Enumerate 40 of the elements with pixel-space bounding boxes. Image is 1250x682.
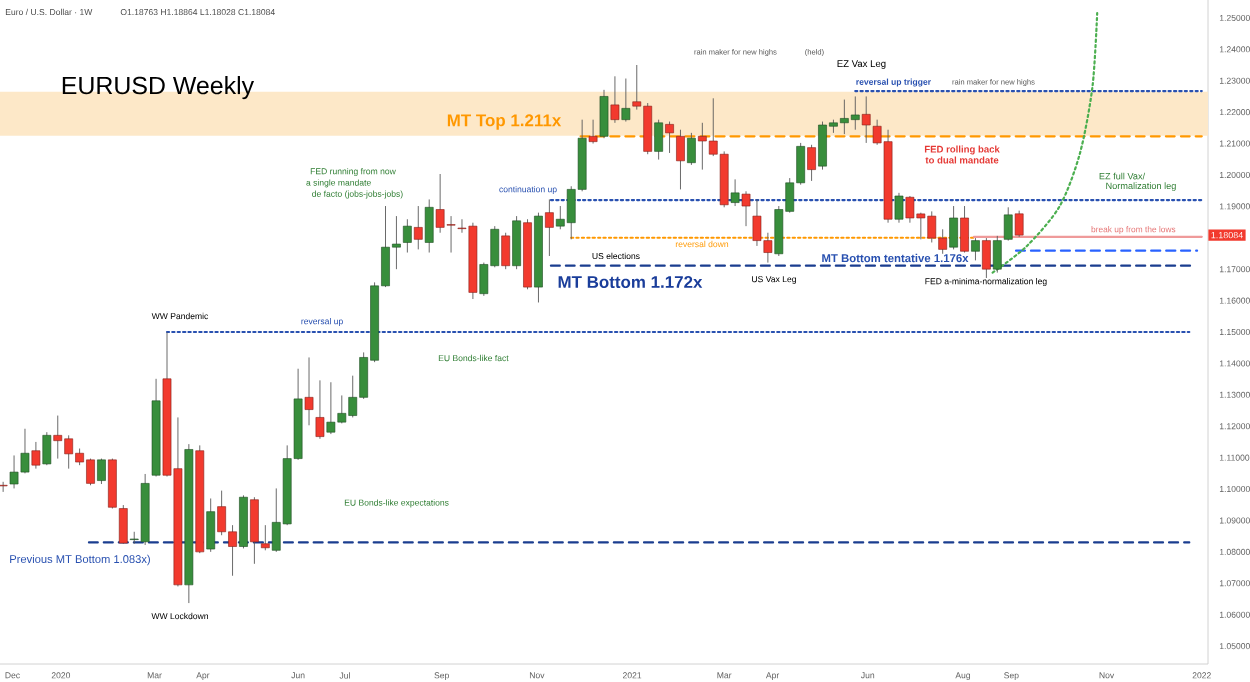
annotation: MT Top 1.211x: [447, 114, 562, 130]
candlestick: [118, 504, 128, 545]
candlestick: [97, 458, 106, 485]
candlestick: [545, 199, 554, 257]
candlestick: [610, 75, 620, 124]
candlestick: [413, 205, 423, 250]
candlestick: [741, 190, 751, 227]
candlestick: [599, 89, 609, 139]
candlestick: [304, 356, 314, 426]
annotation: MT Bottom 1.172x: [558, 276, 703, 288]
candlestick: [861, 95, 871, 144]
candlestick: [31, 441, 41, 470]
candlestick: [206, 498, 216, 553]
candlestick: [982, 237, 991, 279]
candlestick: [960, 205, 969, 253]
candlestick: [621, 78, 631, 122]
candlestick: [588, 119, 598, 144]
candlestick: [949, 205, 958, 250]
candlestick: [315, 379, 325, 440]
candlestick: [512, 215, 521, 270]
candlestick: [894, 192, 904, 224]
candlestick: [1014, 210, 1024, 238]
candlestick: [424, 199, 434, 253]
candlestick: [665, 121, 674, 154]
candlestick: [971, 237, 980, 261]
candlestick: [687, 132, 696, 166]
candlestick: [260, 524, 270, 551]
candlestick: [730, 178, 740, 207]
text: EURUSD Weekly: [62, 76, 255, 100]
candlestick: [807, 144, 816, 182]
candlestick: [402, 218, 412, 253]
candlestick: [654, 119, 663, 160]
candlestick: [992, 235, 1002, 274]
candlestick: [676, 129, 685, 190]
candlestick: [501, 232, 511, 270]
candlestick: [1003, 206, 1013, 242]
candlestick: [250, 496, 259, 565]
candlestick: [0, 481, 8, 493]
candlestick: [42, 431, 52, 466]
candlestick: [108, 458, 117, 509]
